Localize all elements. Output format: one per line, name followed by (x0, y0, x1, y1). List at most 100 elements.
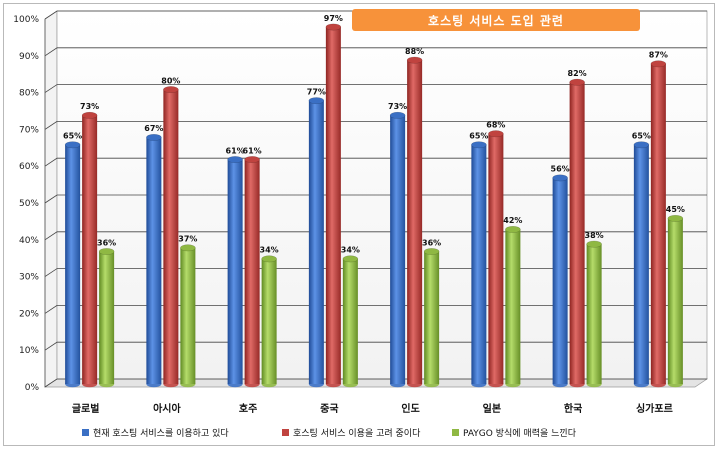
data-label-current: 56% (551, 165, 570, 174)
data-label-paygo: 42% (503, 216, 522, 225)
gridline (44, 47, 707, 57)
bar-top (667, 214, 684, 222)
data-label-current: 77% (307, 87, 326, 96)
bar-top (505, 225, 521, 233)
bar-top (81, 111, 98, 119)
x-category-label: 글로벌 (72, 402, 100, 415)
x-axis: 글로벌 아시아 호주 중국 인도 일본 한국 싱가포르 (72, 402, 673, 415)
bar-body (488, 133, 504, 384)
bar-top (308, 97, 325, 105)
bar-body (633, 144, 649, 384)
bar-top (488, 130, 504, 138)
data-label-considering: 61% (243, 146, 262, 155)
bar-paygo: 34% (260, 246, 279, 388)
data-label-current: 65% (632, 132, 651, 141)
bar-current: 61% (226, 146, 245, 388)
x-category-label: 호주 (239, 402, 257, 415)
bar-paygo: 37% (178, 235, 197, 388)
bar-top (650, 60, 667, 68)
bar-top (552, 174, 568, 182)
bar-body (471, 144, 487, 384)
bar-body (163, 89, 179, 384)
y-tick-label: 70% (19, 125, 39, 135)
bar-current: 73% (388, 102, 407, 388)
bar-body (65, 144, 81, 384)
bar-paygo: 42% (503, 216, 522, 388)
bar-top (64, 141, 81, 149)
data-label-considering: 68% (486, 121, 505, 130)
y-tick-label: 10% (19, 346, 39, 356)
x-category-label: 아시아 (153, 402, 181, 415)
bar-current: 77% (307, 87, 326, 388)
bars: 65% 73% 36% 67% 80% 37% 61%61% 34% 77% 97% 34% 73% 8… (63, 14, 685, 388)
bar-body (586, 244, 602, 384)
y-tick-label: 40% (19, 236, 39, 246)
bar-paygo: 38% (585, 231, 604, 388)
bar-body (308, 100, 324, 384)
data-label-considering: 80% (161, 76, 180, 85)
bar-current: 56% (551, 165, 570, 388)
y-tick-label: 60% (19, 162, 39, 172)
legend: 현재 호스팅 서비스를 이용하고 있다 호스팅 서비스 이용을 고려 중이다 P… (82, 426, 682, 440)
bar-considering: 80% (161, 76, 180, 388)
data-label-paygo: 38% (585, 231, 604, 240)
bar-top (389, 111, 406, 119)
y-axis: 0% 10% 20% 30% 40% 50% 60% 70% 80% 90% 100% (13, 15, 46, 393)
y-tick-label: 100% (13, 15, 39, 25)
bar-considering: 88% (405, 47, 424, 388)
bar-body (82, 115, 98, 385)
bar-current: 67% (144, 124, 163, 388)
legend-label-considering: 호스팅 서비스 이용을 고려 중이다 (293, 429, 421, 439)
data-label-current: 61% (226, 146, 245, 155)
bar-considering: 97% (324, 14, 343, 388)
bar-top (325, 23, 342, 31)
bar-top (406, 56, 423, 64)
bar-paygo: 45% (666, 205, 685, 388)
bar-top (227, 156, 243, 163)
bar-considering: 82% (568, 69, 587, 388)
gridline (44, 121, 707, 130)
bar-top (342, 255, 359, 263)
bar-body (146, 137, 162, 384)
bar-top (146, 133, 162, 141)
data-label-paygo: 45% (666, 205, 685, 214)
data-label-current: 65% (63, 132, 82, 141)
chart-title: 호스팅 서비스 도입 관련 (352, 9, 640, 31)
data-label-considering: 73% (80, 102, 99, 111)
bar-body (261, 258, 277, 384)
bar-body (407, 60, 423, 384)
floor (43, 378, 709, 388)
data-label-current: 65% (469, 132, 488, 141)
bar-body (99, 251, 115, 384)
x-category-label: 인도 (401, 402, 419, 415)
x-category-label: 중국 (320, 403, 338, 415)
bar-considering: 61% (243, 146, 262, 388)
bar-body (325, 27, 341, 384)
data-label-paygo: 36% (97, 238, 116, 247)
data-label-paygo: 37% (178, 235, 197, 244)
bar-top (471, 141, 487, 149)
bar-body (650, 63, 666, 385)
data-label-considering: 87% (649, 51, 668, 60)
bar-considering: 87% (649, 51, 668, 388)
data-label-paygo: 36% (422, 238, 441, 247)
bar-top (180, 244, 196, 252)
bar-paygo: 36% (97, 238, 116, 388)
bar-current: 65% (469, 132, 488, 388)
data-label-considering: 97% (324, 14, 343, 23)
bar-top (261, 255, 277, 263)
bar-top (569, 78, 585, 86)
x-category-label: 일본 (483, 402, 501, 415)
data-label-considering: 82% (568, 69, 587, 78)
bar-current: 65% (632, 132, 651, 388)
bar-body (505, 229, 521, 384)
legend-label-paygo: PAYGO 방식에 매력을 느낀다 (463, 429, 576, 439)
bar-body (424, 251, 440, 384)
legend-swatch-current (82, 429, 89, 436)
bar-top (98, 248, 115, 255)
bar-body (227, 159, 243, 384)
bar-body (667, 218, 683, 384)
y-tick-label: 30% (19, 273, 39, 283)
bar-body (244, 159, 260, 384)
